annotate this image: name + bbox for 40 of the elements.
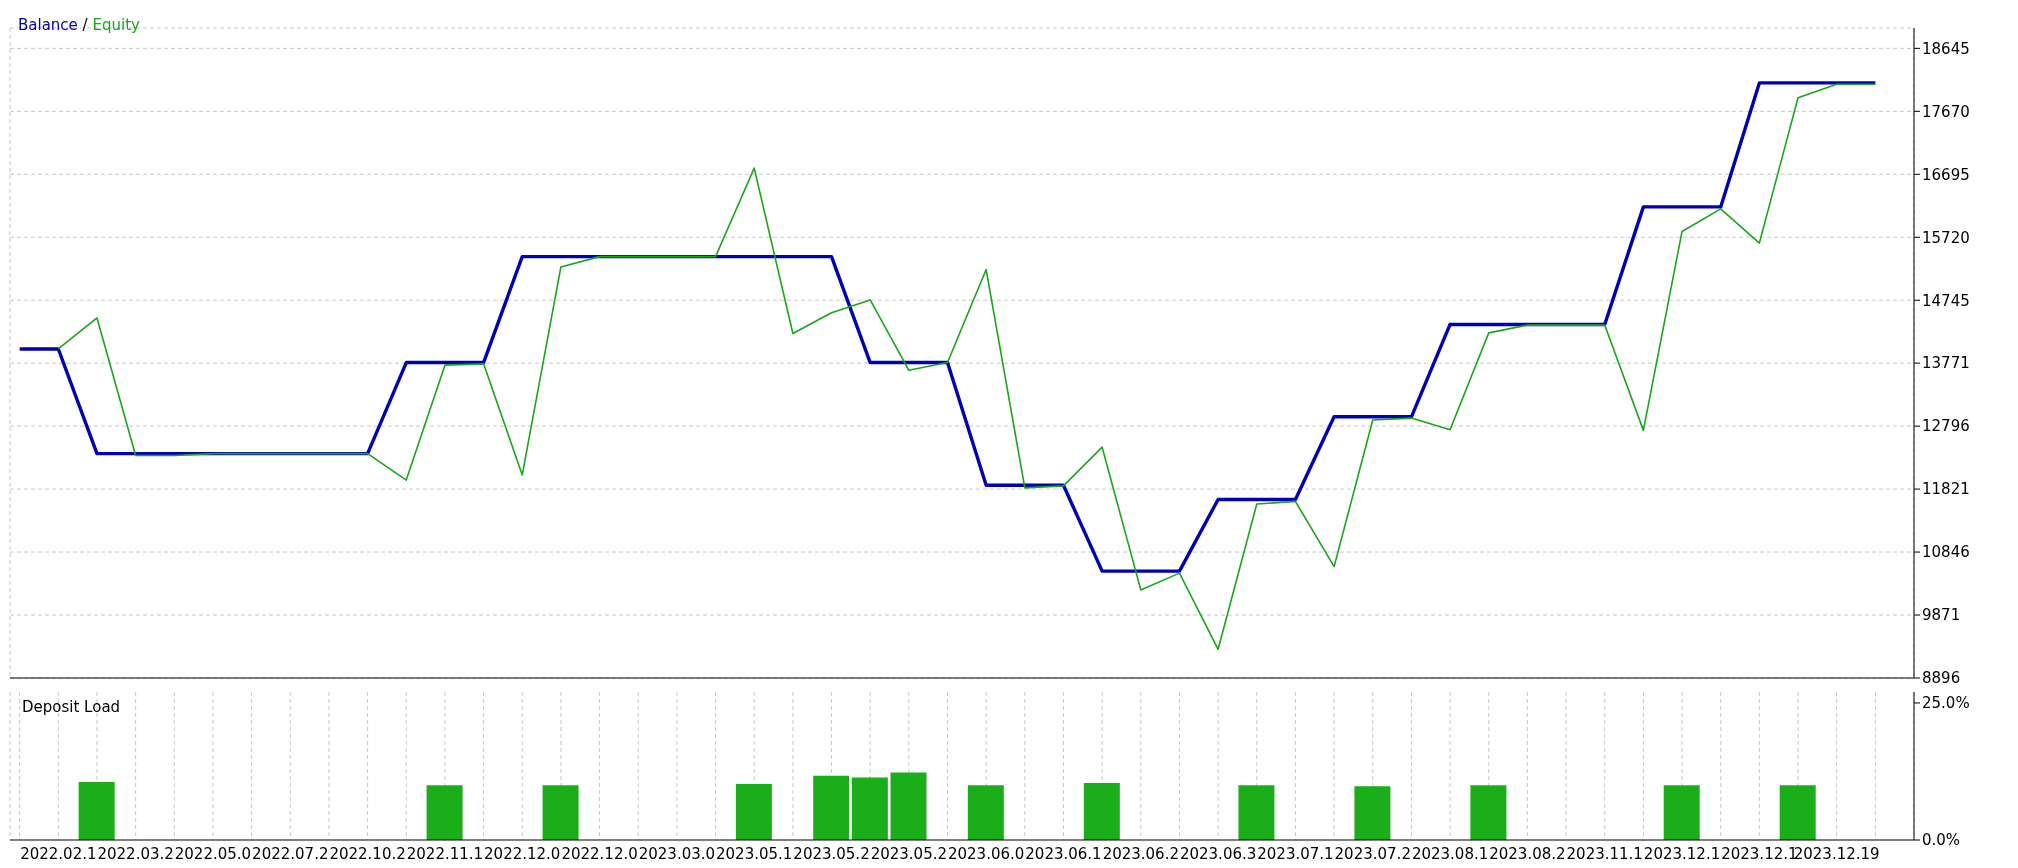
x-tick-label: 2023.11.1 bbox=[1566, 844, 1643, 863]
x-tick-label: 2022.05.0 bbox=[174, 844, 252, 863]
x-tick-label: 2023.07.1 bbox=[1257, 844, 1334, 863]
x-tick-label: 2023.12.1 bbox=[1643, 844, 1721, 863]
y-tick-label: 14745 bbox=[1922, 291, 1970, 310]
x-tick-label: 2023.03.0 bbox=[638, 844, 716, 863]
x-tick-label: 2022.12.0 bbox=[561, 844, 638, 863]
x-tick-label: 2022.10.2 bbox=[329, 844, 406, 863]
text: Equity bbox=[92, 16, 140, 34]
x-tick-label: 2023.06.3 bbox=[1179, 844, 1257, 863]
x-tick-label: 2023.08.1 bbox=[1411, 844, 1489, 863]
y-tick-label: 8896 bbox=[1922, 669, 1961, 688]
y-tick-label: 18645 bbox=[1922, 39, 1970, 58]
y-tick-label: 13771 bbox=[1922, 354, 1970, 373]
y-tick-label: 10846 bbox=[1922, 543, 1970, 562]
x-tick-label: 2023.05.2 bbox=[793, 844, 870, 863]
x-tick-label: 2022.07.2 bbox=[252, 844, 329, 863]
x-tick-label: 2022.12.0 bbox=[484, 844, 561, 863]
y-tick-label: 0.0% bbox=[1922, 831, 1961, 850]
text: Balance bbox=[18, 16, 78, 34]
x-tick-label: 2023.06.1 bbox=[1025, 844, 1102, 863]
line-series bbox=[57, 83, 1877, 651]
y-tick-label: 9871 bbox=[1922, 606, 1961, 625]
x-tick-label: 2023.05.1 bbox=[716, 844, 793, 863]
y-tick-label: 16695 bbox=[1922, 165, 1970, 184]
x-tick-label: 2022.03.2 bbox=[97, 844, 174, 863]
y-tick-label: 12796 bbox=[1922, 417, 1970, 436]
x-tick-label: 2023.08.2 bbox=[1489, 844, 1566, 863]
y-tick-label: 11821 bbox=[1922, 480, 1970, 499]
x-tick-label: 2023.06.2 bbox=[1102, 844, 1179, 863]
x-tick-label: 2023.07.2 bbox=[1334, 844, 1411, 863]
x-tick-label: 2022.02.1 bbox=[20, 844, 97, 863]
annotation: / bbox=[81, 16, 89, 34]
y-tick-label: 17670 bbox=[1922, 102, 1970, 121]
x-tick-label: 2023.05.2 bbox=[870, 844, 948, 863]
x-tick-label: 2022.11.1 bbox=[406, 844, 484, 863]
x-tick-label: 2023.06.0 bbox=[947, 844, 1025, 863]
y-tick-label: 15720 bbox=[1922, 228, 1970, 247]
text: Deposit Load bbox=[22, 698, 121, 716]
y-tick-label: 25.0% bbox=[1922, 694, 1970, 713]
